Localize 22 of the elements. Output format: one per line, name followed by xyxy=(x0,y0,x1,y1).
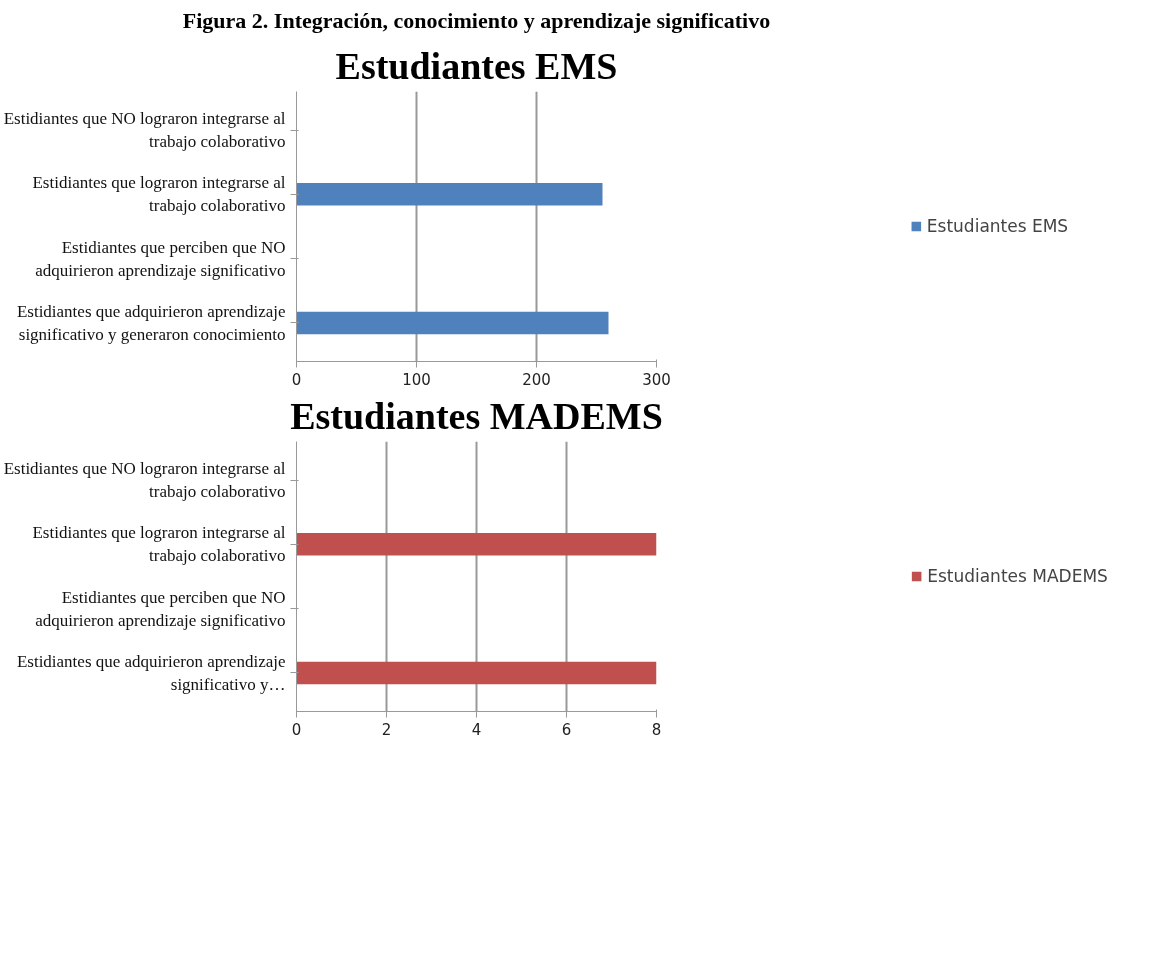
x-tick-label: 100 xyxy=(402,370,431,389)
y-tick-label: Estidiantes que NO lograron integrarse al trabajo colaborativo xyxy=(3,109,286,151)
y-tick-label: Estidiantes que NO lograron integrarse al trabajo colaborativo xyxy=(3,459,286,501)
x-tick-label: 6 xyxy=(561,720,572,739)
x-tick-label: 200 xyxy=(522,370,551,389)
legend-label: Estudiantes MADEMS xyxy=(927,566,1108,586)
y-tick-label: Estidiantes que lograron integrarse al trabajo colaborativo xyxy=(32,523,286,566)
y-tick-label: Estidiantes que adquirieron aprendizaje significativo y generaron conocimiento xyxy=(16,302,286,344)
text: Figura 2. Integración, conocimiento y aprendizaje significativo xyxy=(182,7,771,33)
y-tick-label: Estidiantes que lograron integrarse al trabajo colaborativo xyxy=(32,173,286,216)
chart-title: Estudiantes EMS xyxy=(335,44,618,87)
x-tick-label: 0 xyxy=(291,720,302,739)
chart-title: Estudiantes MADEMS xyxy=(290,394,663,437)
legend-label: Estudiantes EMS xyxy=(926,216,1069,236)
x-tick-label: 300 xyxy=(642,370,671,389)
y-tick-label: Estidiantes que perciben que NO adquirieron aprendizaje significativo xyxy=(35,237,286,280)
x-tick-label: 4 xyxy=(471,720,482,739)
x-tick-label: 2 xyxy=(381,720,392,739)
y-tick-label: Estidiantes que adquirieron aprendizaje significativo y… xyxy=(16,652,286,694)
y-tick-label: Estidiantes que perciben que NO adquirieron aprendizaje significativo xyxy=(35,587,286,630)
x-tick-label: 0 xyxy=(291,370,302,389)
x-tick-label: 8 xyxy=(651,720,662,739)
